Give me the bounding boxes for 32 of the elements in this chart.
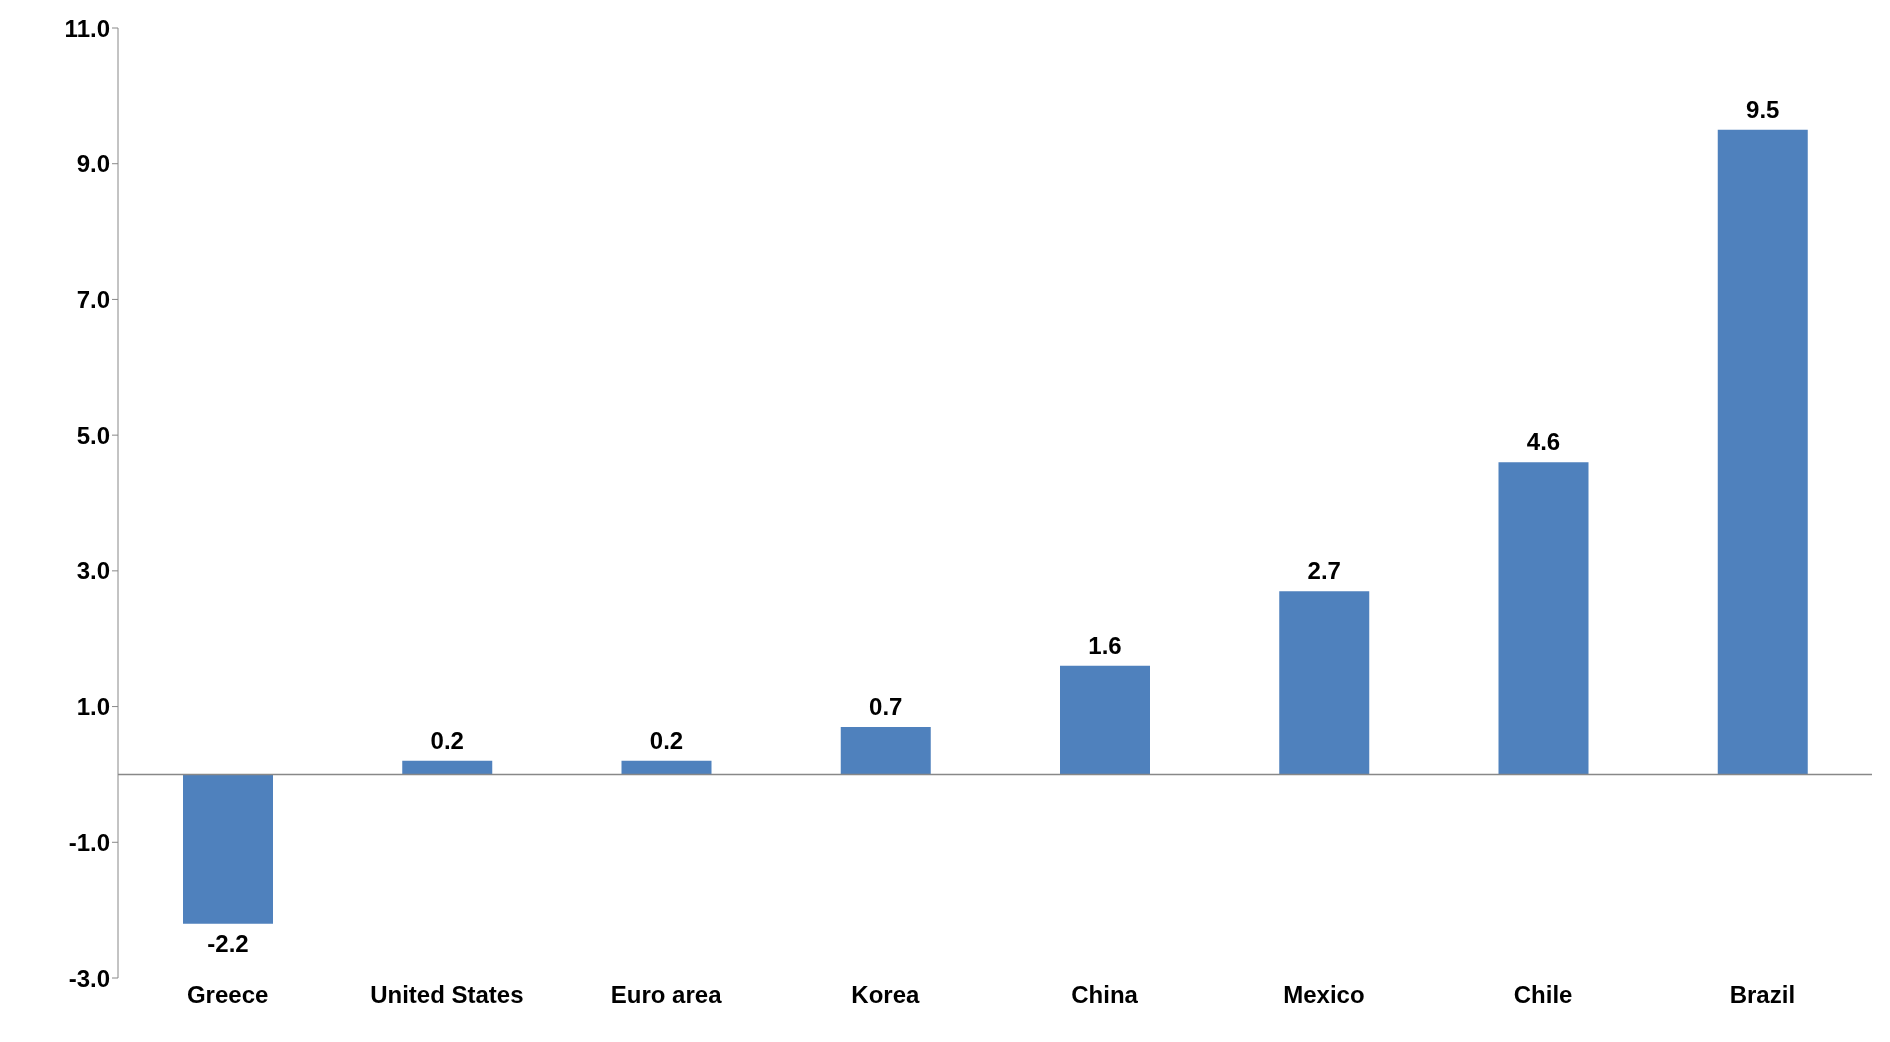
x-tick-label: Greece xyxy=(186,981,269,1009)
data-label: 0.2 xyxy=(649,726,684,754)
bar xyxy=(183,774,273,924)
data-label: 1.6 xyxy=(1088,631,1122,659)
y-tick-label: 11.0 xyxy=(64,14,110,42)
bar xyxy=(840,726,931,775)
bar xyxy=(1060,665,1150,775)
bar xyxy=(1498,462,1589,775)
data-label: -2.2 xyxy=(207,929,249,957)
y-tick-label: 3.0 xyxy=(76,557,110,585)
x-tick-label: China xyxy=(1071,981,1139,1009)
x-tick-label: Chile xyxy=(1513,981,1573,1009)
data-label: 2.7 xyxy=(1307,557,1341,585)
x-tick-label: Brazil xyxy=(1729,981,1796,1009)
x-tick-label: Euro area xyxy=(610,981,723,1009)
bar xyxy=(1279,591,1370,775)
data-label: 4.6 xyxy=(1526,428,1561,456)
data-label: 0.7 xyxy=(869,692,903,720)
y-tick-label: -3.0 xyxy=(68,964,110,992)
y-tick-label: 5.0 xyxy=(76,421,110,449)
y-tick-label: 1.0 xyxy=(76,693,110,721)
y-tick-label: 9.0 xyxy=(76,150,110,178)
data-label: 0.2 xyxy=(430,726,464,754)
y-tick-label: 7.0 xyxy=(76,285,110,313)
bar xyxy=(402,760,493,775)
x-tick-label: United States xyxy=(370,981,524,1009)
bar xyxy=(1717,129,1808,775)
bar xyxy=(621,760,712,775)
x-tick-label: Mexico xyxy=(1283,981,1365,1009)
data-label: 9.5 xyxy=(1746,95,1780,123)
y-tick-label: -1.0 xyxy=(68,828,110,856)
x-tick-label: Korea xyxy=(851,981,921,1009)
